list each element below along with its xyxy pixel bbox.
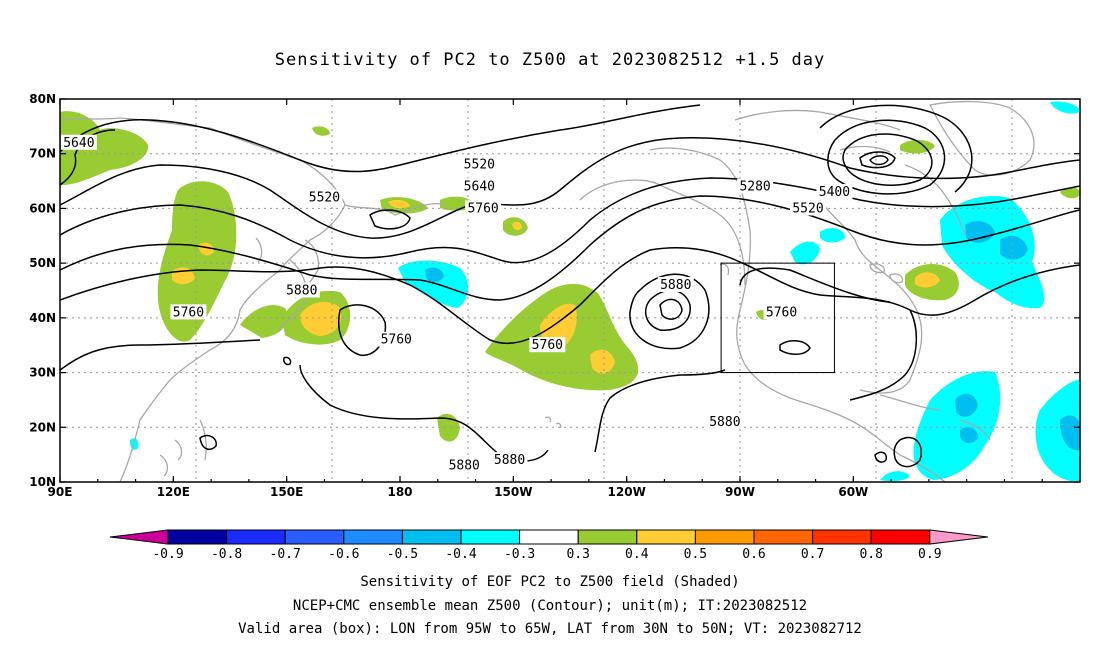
colorbar-swatch xyxy=(577,529,638,545)
colorbar-swatch xyxy=(753,529,814,545)
contour-label: 5880 xyxy=(494,453,525,468)
colorbar-swatch xyxy=(167,529,228,545)
contour-label: 5760 xyxy=(766,305,797,320)
contour-label-bg xyxy=(529,337,566,353)
contour-label: 5520 xyxy=(464,158,495,173)
colorbar-label: -0.3 xyxy=(504,547,535,562)
sensitivity-shading xyxy=(60,101,1080,482)
colorbar-label: -0.8 xyxy=(211,547,242,562)
contour-label: 5520 xyxy=(792,201,823,216)
contour-label: 5760 xyxy=(173,305,204,320)
contour-label-bg xyxy=(378,331,415,347)
lat-label: 80N xyxy=(29,92,56,106)
contour-label: 5400 xyxy=(819,185,850,200)
colorbar-label: 0.7 xyxy=(801,547,824,562)
contour-label: 5880 xyxy=(449,459,480,474)
contour-label-bg xyxy=(446,457,483,473)
colorbar-label: 0.8 xyxy=(859,547,882,562)
colorbar-label: -0.7 xyxy=(270,547,301,562)
colorbar-low-extend xyxy=(109,529,169,545)
lat-label: 10N xyxy=(29,475,56,489)
colorbar xyxy=(109,529,988,545)
lon-label: 90E xyxy=(48,485,73,499)
longitude-labels: 90E 120E 150E 180 150W 120W 90W 60W xyxy=(48,485,869,499)
contour-label-bg xyxy=(816,184,853,200)
colorbar-label: 0.9 xyxy=(918,547,941,562)
contour-label: 5760 xyxy=(532,338,563,353)
plot-title: Sensitivity of PC2 to Z500 at 2023082512… xyxy=(274,50,826,70)
contour-label: 5280 xyxy=(739,180,770,195)
contour-label-bg xyxy=(170,304,207,320)
colorbar-label: -0.6 xyxy=(328,547,359,562)
colorbar-swatch xyxy=(460,529,521,545)
contour-label-bg xyxy=(461,178,498,194)
colorbar-swatch xyxy=(870,529,931,545)
contour-label: 5640 xyxy=(464,180,495,195)
lon-label: 150E xyxy=(270,485,303,499)
lon-label: 60W xyxy=(838,485,868,499)
contour-label-bg xyxy=(491,452,528,468)
colorbar-label: 0.3 xyxy=(566,547,589,562)
colorbar-swatch xyxy=(636,529,696,545)
colorbar-label: 0.5 xyxy=(684,547,707,562)
valid-area-box xyxy=(720,262,835,374)
contour-label: 5760 xyxy=(381,333,412,348)
colorbar-label: -0.5 xyxy=(387,547,418,562)
contour-label-bg xyxy=(283,282,320,298)
colorbar-label: 0.4 xyxy=(625,547,649,562)
caption-line-1: Sensitivity of EOF PC2 to Z500 field (Sh… xyxy=(360,574,740,590)
lat-label: 40N xyxy=(29,311,56,325)
contour-label: 5640 xyxy=(63,136,94,151)
lon-label: 180 xyxy=(387,485,412,499)
contour-label-bg xyxy=(657,277,694,293)
colorbar-labels: -0.9 -0.8 -0.7 -0.6 -0.5 -0.4 -0.3 0.3 0.4 0.5 0.6… xyxy=(152,547,941,562)
coastlines xyxy=(60,100,1035,482)
colorbar-swatch xyxy=(226,529,286,545)
colorbar-swatch xyxy=(694,529,755,545)
contour-label-bg xyxy=(763,304,800,320)
colorbar-swatch xyxy=(284,529,345,545)
caption-line-3: Valid area (box): LON from 95W to 65W, L… xyxy=(238,621,862,637)
colorbar-label: 0.6 xyxy=(742,547,765,562)
colorbar-swatch xyxy=(812,529,872,545)
lat-label: 70N xyxy=(29,147,56,161)
colorbar-high-extend xyxy=(929,529,988,545)
caption-line-2: NCEP+CMC ensemble mean Z500 (Contour); u… xyxy=(292,598,808,614)
contour-label-bg xyxy=(737,178,774,194)
latitude-labels: 80N 70N 60N 50N 40N 30N 20N 10N xyxy=(29,92,56,489)
contour-label: 5760 xyxy=(467,201,498,216)
lat-label: 50N xyxy=(29,256,56,270)
contour-label: 5880 xyxy=(709,415,740,430)
lon-label: 150W xyxy=(494,485,532,499)
colorbar-label: -0.9 xyxy=(152,547,183,562)
map-frame xyxy=(59,98,1081,483)
colorbar-label: -0.4 xyxy=(445,547,476,562)
contour-label-bg xyxy=(465,200,502,216)
axis-ticks xyxy=(59,98,1080,483)
contour-label: 5520 xyxy=(309,190,340,205)
contour-label-bg xyxy=(60,134,97,150)
lat-label: 30N xyxy=(29,366,56,380)
colorbar-swatch xyxy=(401,529,462,545)
contour-label-bg xyxy=(790,200,826,216)
lon-label: 90W xyxy=(725,485,755,499)
colorbar-swatch xyxy=(343,529,403,545)
colorbar-swatch xyxy=(519,529,579,545)
contour-label-bg xyxy=(306,189,343,205)
lon-label: 120E xyxy=(157,485,190,499)
contour-label: 5880 xyxy=(660,278,691,293)
z500-contours xyxy=(60,104,1080,468)
contour-label-bg xyxy=(706,413,743,429)
contour-label-bg xyxy=(461,156,498,172)
lat-label: 20N xyxy=(29,420,56,434)
lat-label: 60N xyxy=(29,201,56,215)
lon-label: 120W xyxy=(608,485,646,499)
contour-label: 5880 xyxy=(286,284,317,299)
